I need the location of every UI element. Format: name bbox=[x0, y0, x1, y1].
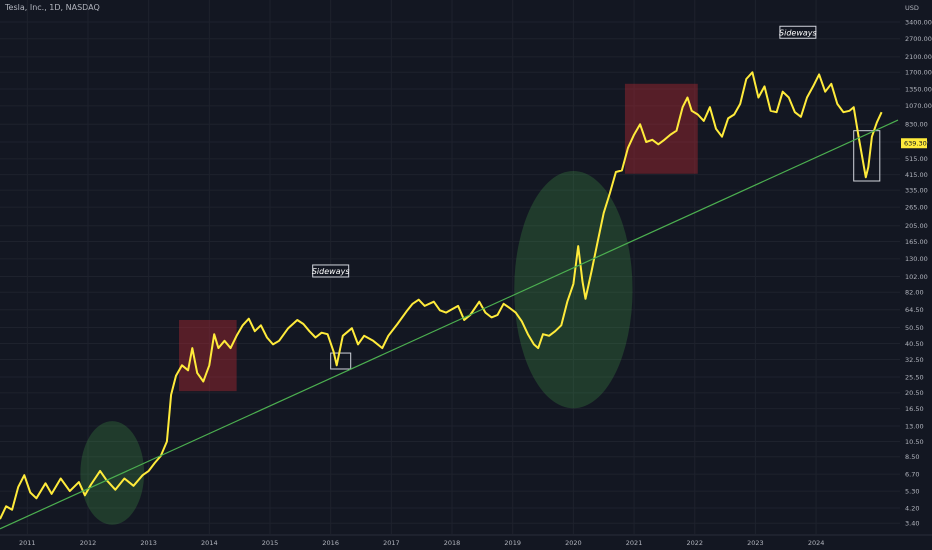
price-tick-label: 5.30 bbox=[905, 487, 919, 495]
time-tick-label: 2012 bbox=[80, 539, 97, 547]
time-tick-label: 2013 bbox=[140, 539, 157, 547]
price-tick-label: 515.00 bbox=[905, 155, 928, 163]
time-tick-label: 2021 bbox=[626, 539, 643, 547]
time-tick-label: 2018 bbox=[444, 539, 461, 547]
time-tick-label: 2020 bbox=[565, 539, 582, 547]
time-tick-label: 2022 bbox=[686, 539, 703, 547]
price-tick-label: 40.50 bbox=[905, 340, 924, 348]
symbol-title: Tesla, Inc., 1D, NASDAQ bbox=[5, 3, 100, 12]
current-price-label: 639.30 bbox=[904, 140, 927, 148]
sideways-box-4 bbox=[853, 130, 881, 182]
price-tick-label: 1700.00 bbox=[905, 69, 932, 77]
annotation-box bbox=[779, 25, 817, 39]
price-tick-label: 1350.00 bbox=[905, 85, 932, 93]
price-tick-label: 4.20 bbox=[905, 504, 919, 512]
price-tick-label: 50.50 bbox=[905, 324, 924, 332]
annotation-label: Sideways bbox=[779, 28, 817, 37]
price-tick-label: 6.70 bbox=[905, 470, 919, 478]
time-tick-label: 2016 bbox=[322, 539, 339, 547]
annotation-box bbox=[312, 264, 350, 278]
price-tick-label: 335.00 bbox=[905, 186, 928, 194]
sideways-box-3 bbox=[330, 352, 352, 370]
price-tick-label: 64.50 bbox=[905, 306, 924, 314]
price-tick-label: 16.50 bbox=[905, 405, 924, 413]
price-tick-label: 2700.00 bbox=[905, 35, 932, 43]
price-tick-label: 3.40 bbox=[905, 520, 919, 528]
price-tick-label: 3400.00 bbox=[905, 18, 932, 26]
current-price-tag bbox=[901, 138, 927, 149]
price-tick-label: 205.00 bbox=[905, 222, 928, 230]
price-tick-label: 8.50 bbox=[905, 453, 919, 461]
price-tick-label: 1070.00 bbox=[905, 102, 932, 110]
price-tick-label: 415.00 bbox=[905, 171, 928, 179]
currency-label: USD bbox=[905, 4, 919, 12]
price-tick-label: 82.00 bbox=[905, 289, 924, 297]
price-line bbox=[0, 71, 883, 520]
time-tick-label: 2023 bbox=[747, 539, 764, 547]
time-tick-label: 2015 bbox=[262, 539, 279, 547]
time-tick-label: 2017 bbox=[383, 539, 400, 547]
price-tick-label: 20.50 bbox=[905, 389, 924, 397]
price-tick-label: 13.00 bbox=[905, 422, 924, 430]
price-tick-label: 2100.00 bbox=[905, 53, 932, 61]
price-tick-label: 130.00 bbox=[905, 255, 928, 263]
annotation-label: Sideways bbox=[312, 267, 350, 276]
price-tick-label: 25.50 bbox=[905, 373, 924, 381]
price-tick-label: 102.00 bbox=[905, 273, 928, 281]
highlight-circle-1 bbox=[80, 421, 145, 525]
price-tick-label: 830.00 bbox=[905, 121, 928, 129]
price-tick-label: 165.00 bbox=[905, 238, 928, 246]
price-tick-label: 10.50 bbox=[905, 438, 924, 446]
price-tick-label: 32.50 bbox=[905, 356, 924, 364]
time-tick-label: 2024 bbox=[808, 539, 825, 547]
trend-line bbox=[0, 119, 899, 530]
price-tick-label: 265.00 bbox=[905, 203, 928, 211]
highlight-box-1 bbox=[178, 319, 237, 392]
time-tick-label: 2014 bbox=[201, 539, 218, 547]
time-tick-label: 2019 bbox=[504, 539, 521, 547]
highlight-circle-2 bbox=[514, 171, 633, 409]
time-tick-label: 2011 bbox=[19, 539, 36, 547]
